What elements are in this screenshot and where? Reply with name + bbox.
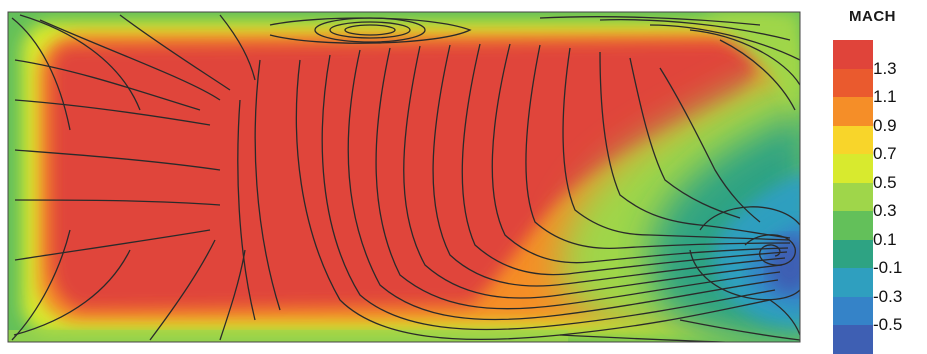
legend-label: 1.3	[873, 58, 897, 78]
legend-swatch	[833, 268, 873, 297]
mach-contour-plot	[7, 11, 801, 343]
legend-swatch	[833, 154, 873, 183]
mach-legend: MACH 1.3 1.1 0.9 0.7 0.5 0.3 0.1 -0.1 -0.3 -0.5	[815, 0, 927, 354]
legend-label: 0.3	[873, 201, 897, 220]
legend-swatch	[833, 68, 873, 98]
legend-label: 1.1	[873, 87, 897, 106]
legend-swatch	[833, 296, 873, 326]
legend-swatch	[833, 182, 873, 212]
legend-label: -0.3	[873, 286, 903, 306]
legend-label: 0.9	[873, 115, 897, 135]
legend-label: -0.5	[873, 315, 903, 334]
legend-label: -0.1	[873, 258, 903, 277]
legend-swatch	[833, 97, 873, 126]
legend-label: 0.7	[873, 144, 897, 163]
legend-swatch	[833, 211, 873, 240]
mach-color-field	[8, 12, 800, 342]
streamlines	[11, 14, 800, 342]
legend-label: 0.5	[873, 172, 897, 192]
legend-title: MACH	[849, 8, 896, 25]
legend-swatch	[833, 40, 873, 69]
legend-label: 0.1	[873, 229, 897, 249]
legend-swatch	[833, 325, 873, 354]
legend-swatch	[833, 239, 873, 269]
legend-swatch	[833, 125, 873, 155]
